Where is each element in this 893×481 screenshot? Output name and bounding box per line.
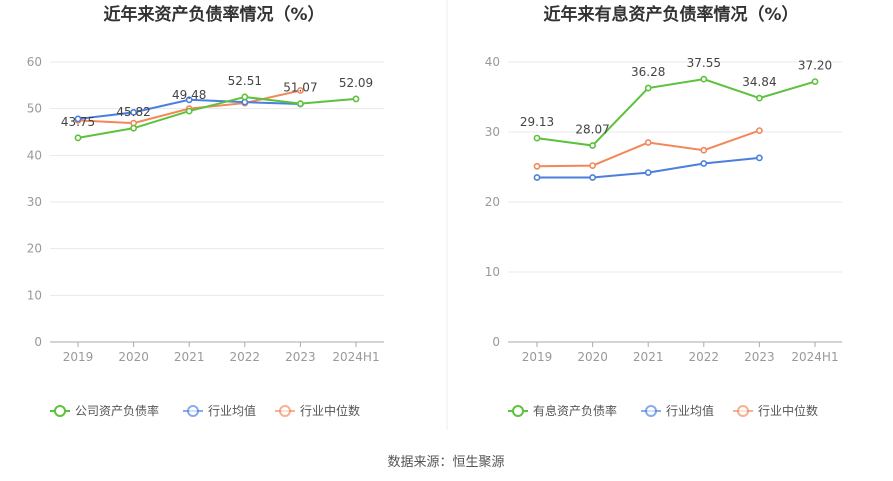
data-label: 52.09 <box>339 76 373 90</box>
x-tick-label: 2023 <box>285 350 316 364</box>
y-tick-label: 60 <box>27 55 42 69</box>
legend-swatch-marker <box>512 405 524 417</box>
y-tick-label: 0 <box>492 335 500 349</box>
data-point-green <box>352 95 360 103</box>
legend-label: 行业均值 <box>208 403 256 418</box>
data-point-green <box>644 84 652 92</box>
data-point-orange <box>756 127 763 134</box>
x-tick-label: 2020 <box>577 350 608 364</box>
x-tick-label: 2022 <box>230 350 261 364</box>
x-tick-label: 2021 <box>633 350 664 364</box>
y-tick-label: 10 <box>485 265 500 279</box>
data-point-green <box>756 94 763 102</box>
data-point-green <box>130 124 137 132</box>
x-tick-label: 2020 <box>118 350 149 364</box>
legend-label: 行业均值 <box>666 403 714 418</box>
series-line-green <box>77 95 357 139</box>
data-point-blue <box>185 96 193 104</box>
data-point-orange <box>700 146 708 154</box>
x-tick-label: 2022 <box>689 350 720 364</box>
data-label: 34.84 <box>742 75 776 89</box>
data-point-orange <box>296 87 304 94</box>
data-point-blue <box>533 174 541 181</box>
data-label: 51.07 <box>283 81 317 95</box>
legend-swatch-marker <box>737 405 749 417</box>
data-point-orange <box>589 162 596 169</box>
data-point-green <box>185 107 193 115</box>
series-line-green <box>536 78 816 147</box>
x-tick-label: 2019 <box>522 350 553 364</box>
y-tick-label: 0 <box>34 335 42 349</box>
legend-swatch-marker <box>279 405 291 417</box>
data-point-blue <box>74 115 82 123</box>
data-label: 29.13 <box>520 115 554 129</box>
data-point-blue <box>700 160 708 167</box>
data-point-blue <box>130 109 137 116</box>
data-point-green <box>296 100 304 108</box>
legend-label: 行业中位数 <box>758 403 818 418</box>
x-tick-label: 2021 <box>174 350 205 364</box>
data-point-orange <box>533 162 541 170</box>
x-tick-label: 2019 <box>63 350 94 364</box>
x-tick-label: 2023 <box>744 350 775 364</box>
data-point-orange <box>644 139 652 146</box>
data-label: 49.48 <box>172 88 206 102</box>
data-point-blue <box>644 169 652 176</box>
data-label: 45.82 <box>116 105 150 119</box>
y-tick-label: 10 <box>27 288 42 302</box>
legend-label: 公司资产负债率 <box>75 403 159 418</box>
data-point-green <box>533 134 541 142</box>
y-tick-label: 50 <box>27 102 42 116</box>
data-label: 52.51 <box>228 74 262 88</box>
legend-swatch-marker <box>187 405 199 417</box>
source-text: 数据来源：恒生聚源 <box>387 455 504 470</box>
legend-swatch-marker <box>54 405 66 417</box>
data-point-blue <box>589 174 596 181</box>
y-tick-label: 30 <box>485 125 500 139</box>
chart-title: 近年来有息资产负债率情况（%） <box>543 4 798 25</box>
y-tick-label: 40 <box>485 55 500 69</box>
data-point-green <box>241 93 249 101</box>
data-label: 36.28 <box>631 65 665 79</box>
x-tick-label: 2024H1 <box>791 350 838 364</box>
y-tick-label: 20 <box>27 242 42 256</box>
data-label: 37.55 <box>687 56 721 70</box>
data-label: 37.20 <box>798 59 832 73</box>
data-point-blue <box>756 154 763 162</box>
data-point-green <box>700 75 708 83</box>
y-tick-label: 30 <box>27 195 42 209</box>
data-label: 28.07 <box>575 123 609 137</box>
y-tick-label: 20 <box>485 195 500 209</box>
legend-label: 有息资产负债率 <box>533 403 617 418</box>
y-tick-label: 40 <box>27 148 42 162</box>
data-point-green <box>811 78 819 85</box>
x-tick-label: 2024H1 <box>332 350 379 364</box>
legend-swatch-marker <box>645 405 657 417</box>
data-point-green <box>74 134 82 142</box>
chart-title: 近年来资产负债率情况（%） <box>103 4 324 25</box>
data-label: 43.75 <box>61 115 95 129</box>
legend-label: 行业中位数 <box>300 403 360 418</box>
data-point-green <box>589 142 596 149</box>
